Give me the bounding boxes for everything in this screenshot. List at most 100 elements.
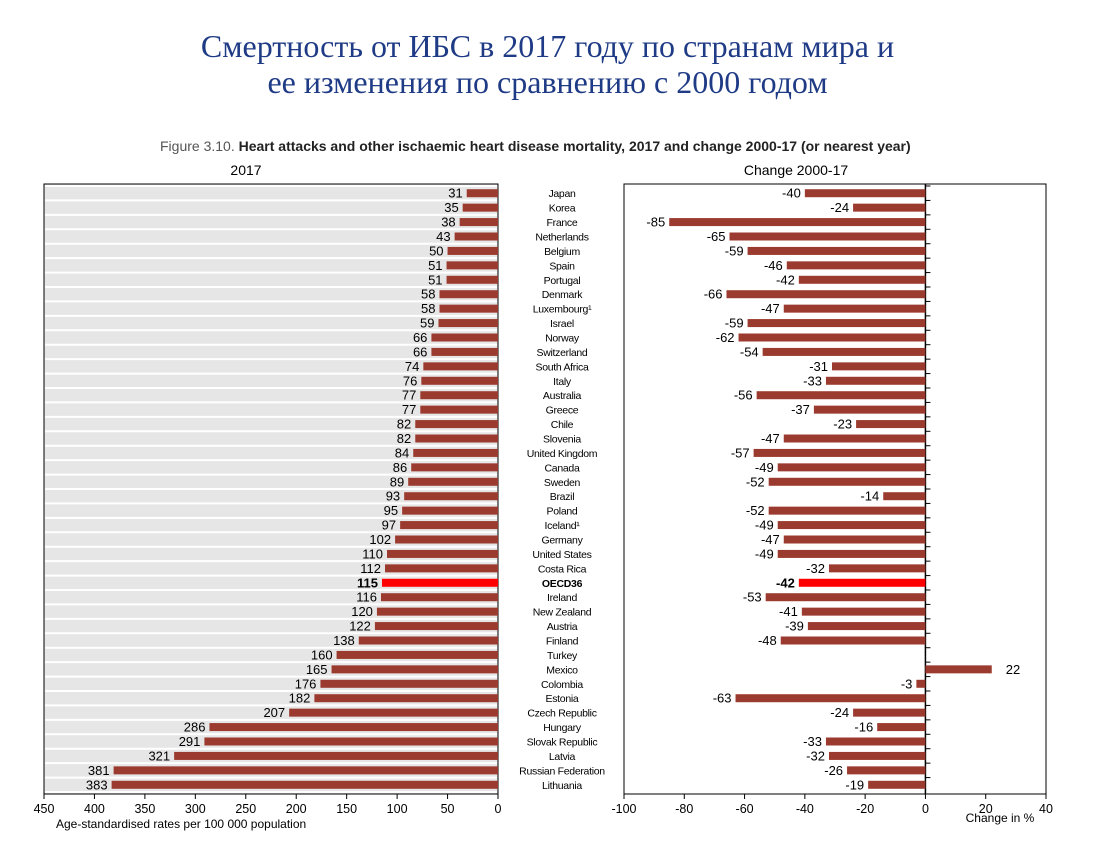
country-label: Latvia [549, 751, 576, 763]
country-label: Brazil [550, 491, 574, 503]
left-bar [385, 564, 498, 573]
right-bar-value: -42 [776, 272, 795, 287]
left-bar [381, 578, 498, 587]
left-bar [209, 723, 499, 732]
country-label: New Zealand [533, 607, 592, 619]
left-bar [113, 766, 498, 775]
left-bar-value: 74 [405, 359, 419, 374]
right-bar-value: -52 [746, 474, 765, 489]
country-label: Iceland¹ [545, 520, 581, 532]
left-bar [415, 434, 498, 443]
right-bar [777, 521, 926, 530]
left-bar [431, 347, 498, 356]
right-bar [831, 362, 926, 371]
right-bar-value: -59 [725, 316, 744, 331]
right-bar-value: -31 [809, 359, 828, 374]
left-bar [411, 463, 498, 472]
right-bar [825, 376, 926, 385]
left-bar-value: 95 [384, 503, 398, 518]
right-bar [813, 405, 926, 414]
left-bar-value: 102 [369, 532, 391, 547]
right-bar [756, 391, 926, 400]
right-bar-value: -48 [758, 633, 777, 648]
left-bar [387, 549, 498, 558]
left-bar-value: 116 [356, 590, 377, 605]
country-label: Israel [550, 318, 574, 330]
right-bar [804, 189, 926, 198]
right-bar-value: -47 [761, 431, 780, 446]
right-bar [783, 535, 926, 544]
right-bar [738, 333, 926, 342]
right-bar [853, 203, 926, 212]
left-bar-value: 58 [421, 301, 435, 316]
right-bars: -40-24-85-65-59-46-42-66-47-59-62-54-31-… [646, 184, 1020, 794]
country-label: Canada [545, 462, 580, 474]
right-bar-value: -47 [761, 301, 780, 316]
right-bar [828, 751, 926, 760]
left-bar-value: 59 [420, 316, 434, 331]
country-label: Switzerland [537, 347, 588, 359]
left-axis-label: Age-standardised rates per 100 000 popul… [56, 817, 306, 831]
country-label: Denmark [542, 289, 584, 301]
left-bar-value: 321 [148, 748, 170, 763]
right-axis-ticks: -100 -80 -60 -40 -20 0 20 40 [611, 794, 1053, 816]
country-label: South Africa [535, 361, 588, 373]
right-tick-label: -80 [675, 802, 693, 816]
left-bar-value: 82 [397, 417, 411, 432]
slide-title-line-1: Смертность от ИБС в 2017 году по странам… [200, 28, 895, 64]
country-label: Italy [553, 376, 572, 388]
right-bar-value: -26 [824, 763, 843, 778]
right-bar [828, 564, 926, 573]
right-bar-value: -3 [901, 676, 913, 691]
right-bar-value: -19 [845, 777, 864, 792]
right-bar-value: -16 [854, 720, 873, 735]
left-bar-value: 50 [429, 243, 443, 258]
left-bar-value: 31 [448, 186, 462, 201]
left-bar [402, 506, 498, 515]
right-bar [798, 578, 926, 587]
left-bar-value: 84 [395, 445, 409, 460]
left-bar-value: 110 [362, 546, 383, 561]
country-label: Colombia [541, 679, 583, 691]
left-tick-label: 100 [387, 802, 408, 816]
left-bar [431, 333, 498, 342]
country-label: Poland [547, 506, 578, 518]
country-label: Netherlands [535, 232, 588, 244]
left-tick-label: 300 [185, 802, 206, 816]
left-bar-value: 89 [390, 474, 404, 489]
right-bar [768, 506, 926, 515]
left-bar-value: 82 [397, 431, 411, 446]
right-bar [847, 766, 926, 775]
right-bar [753, 448, 926, 457]
left-bar-value: 286 [184, 720, 206, 735]
figure-caption: Figure 3.10. Heart attacks and other isc… [160, 138, 960, 154]
country-label: Australia [543, 390, 582, 402]
left-bar-value: 77 [402, 388, 416, 403]
left-bar-value: 120 [351, 604, 373, 619]
left-bar-value: 35 [444, 200, 458, 215]
country-label: Japan [548, 188, 576, 200]
country-label: Slovak Republic [527, 737, 598, 749]
left-bar [415, 420, 498, 429]
right-bar [916, 679, 926, 688]
left-bar [413, 448, 498, 457]
country-label: United Kingdom [527, 448, 598, 460]
country-label: Germany [541, 535, 583, 547]
country-label: Norway [545, 333, 580, 345]
right-tick-label: -100 [611, 802, 636, 816]
right-bar [883, 492, 926, 501]
right-bar [856, 420, 926, 429]
right-bar-value: -49 [755, 460, 774, 475]
right-bar [825, 737, 926, 746]
country-label: France [547, 217, 578, 229]
right-panel-title: Change 2000-17 [744, 162, 849, 178]
right-bar [780, 636, 926, 645]
left-bar [400, 521, 498, 530]
right-tick-label: 40 [1039, 802, 1053, 816]
country-label: Greece [546, 405, 579, 417]
country-label: Lithuania [542, 780, 582, 792]
right-bar-value: -40 [782, 186, 801, 201]
country-label: Estonia [546, 693, 579, 705]
left-bar-value: 51 [428, 258, 442, 273]
left-bar-value: 76 [403, 373, 417, 388]
